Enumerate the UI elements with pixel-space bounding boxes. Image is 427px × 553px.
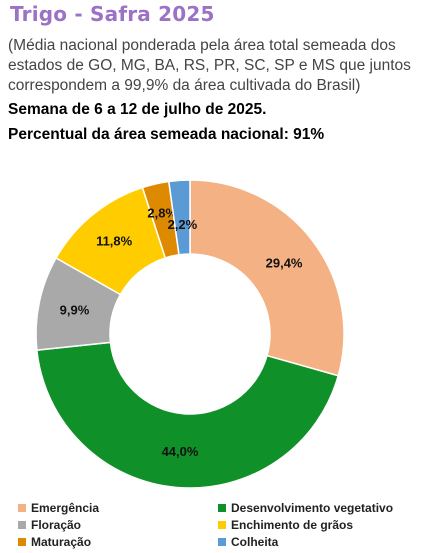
percent-area-label: Percentual da área semeada nacional: 91% — [8, 126, 325, 143]
legend-item-desenvolvimento: Desenvolvimento vegetativo — [218, 500, 418, 516]
data-label-colheita: 2,2% — [168, 217, 198, 232]
data-label-enchimento-de-graos: 11,8% — [96, 234, 133, 249]
legend-item-floracao: Floração — [18, 517, 218, 533]
legend-item-maturacao: Maturação — [18, 534, 218, 550]
legend-label: Enchimento de grãos — [231, 518, 354, 532]
legend-label: Colheita — [231, 535, 279, 549]
legend-swatch — [18, 521, 26, 529]
legend-item-enchimento: Enchimento de grãos — [218, 517, 418, 533]
legend-item-emergencia: Emergência — [18, 500, 218, 516]
chart-subtitle: (Média nacional ponderada pela área tota… — [8, 37, 411, 94]
data-label-maturacao: 2,8% — [147, 206, 177, 221]
legend-swatch — [18, 504, 26, 512]
legend-swatch — [218, 504, 226, 512]
legend-item-colheita: Colheita — [218, 534, 418, 550]
legend-swatch — [18, 538, 26, 546]
slice-emergencia — [189, 179, 345, 377]
legend-label: Desenvolvimento vegetativo — [231, 501, 394, 515]
legend-label: Maturação — [31, 535, 92, 549]
data-label-floracao: 9,9% — [60, 302, 90, 317]
chart-title: Trigo - Safra 2025 — [10, 2, 215, 26]
legend-swatch — [218, 538, 226, 546]
week-label: Semana de 6 a 12 de julho de 2025. — [8, 101, 267, 118]
slice-colheita — [167, 179, 191, 256]
legend-label: Floração — [31, 518, 82, 532]
slice-desenvolvimento-vegetativo — [36, 341, 340, 489]
data-label-emergencia: 29,4% — [266, 255, 303, 270]
legend-label: Emergência — [31, 501, 100, 515]
legend: Emergência Desenvolvimento vegetativo Fl… — [18, 500, 418, 550]
data-label-desenvolvimento-vegetativo: 44,0% — [162, 444, 199, 459]
donut-chart: 29,4% 44,0% 9,9% 11,8% 2,8%2,2% — [35, 179, 345, 489]
legend-swatch — [218, 521, 226, 529]
